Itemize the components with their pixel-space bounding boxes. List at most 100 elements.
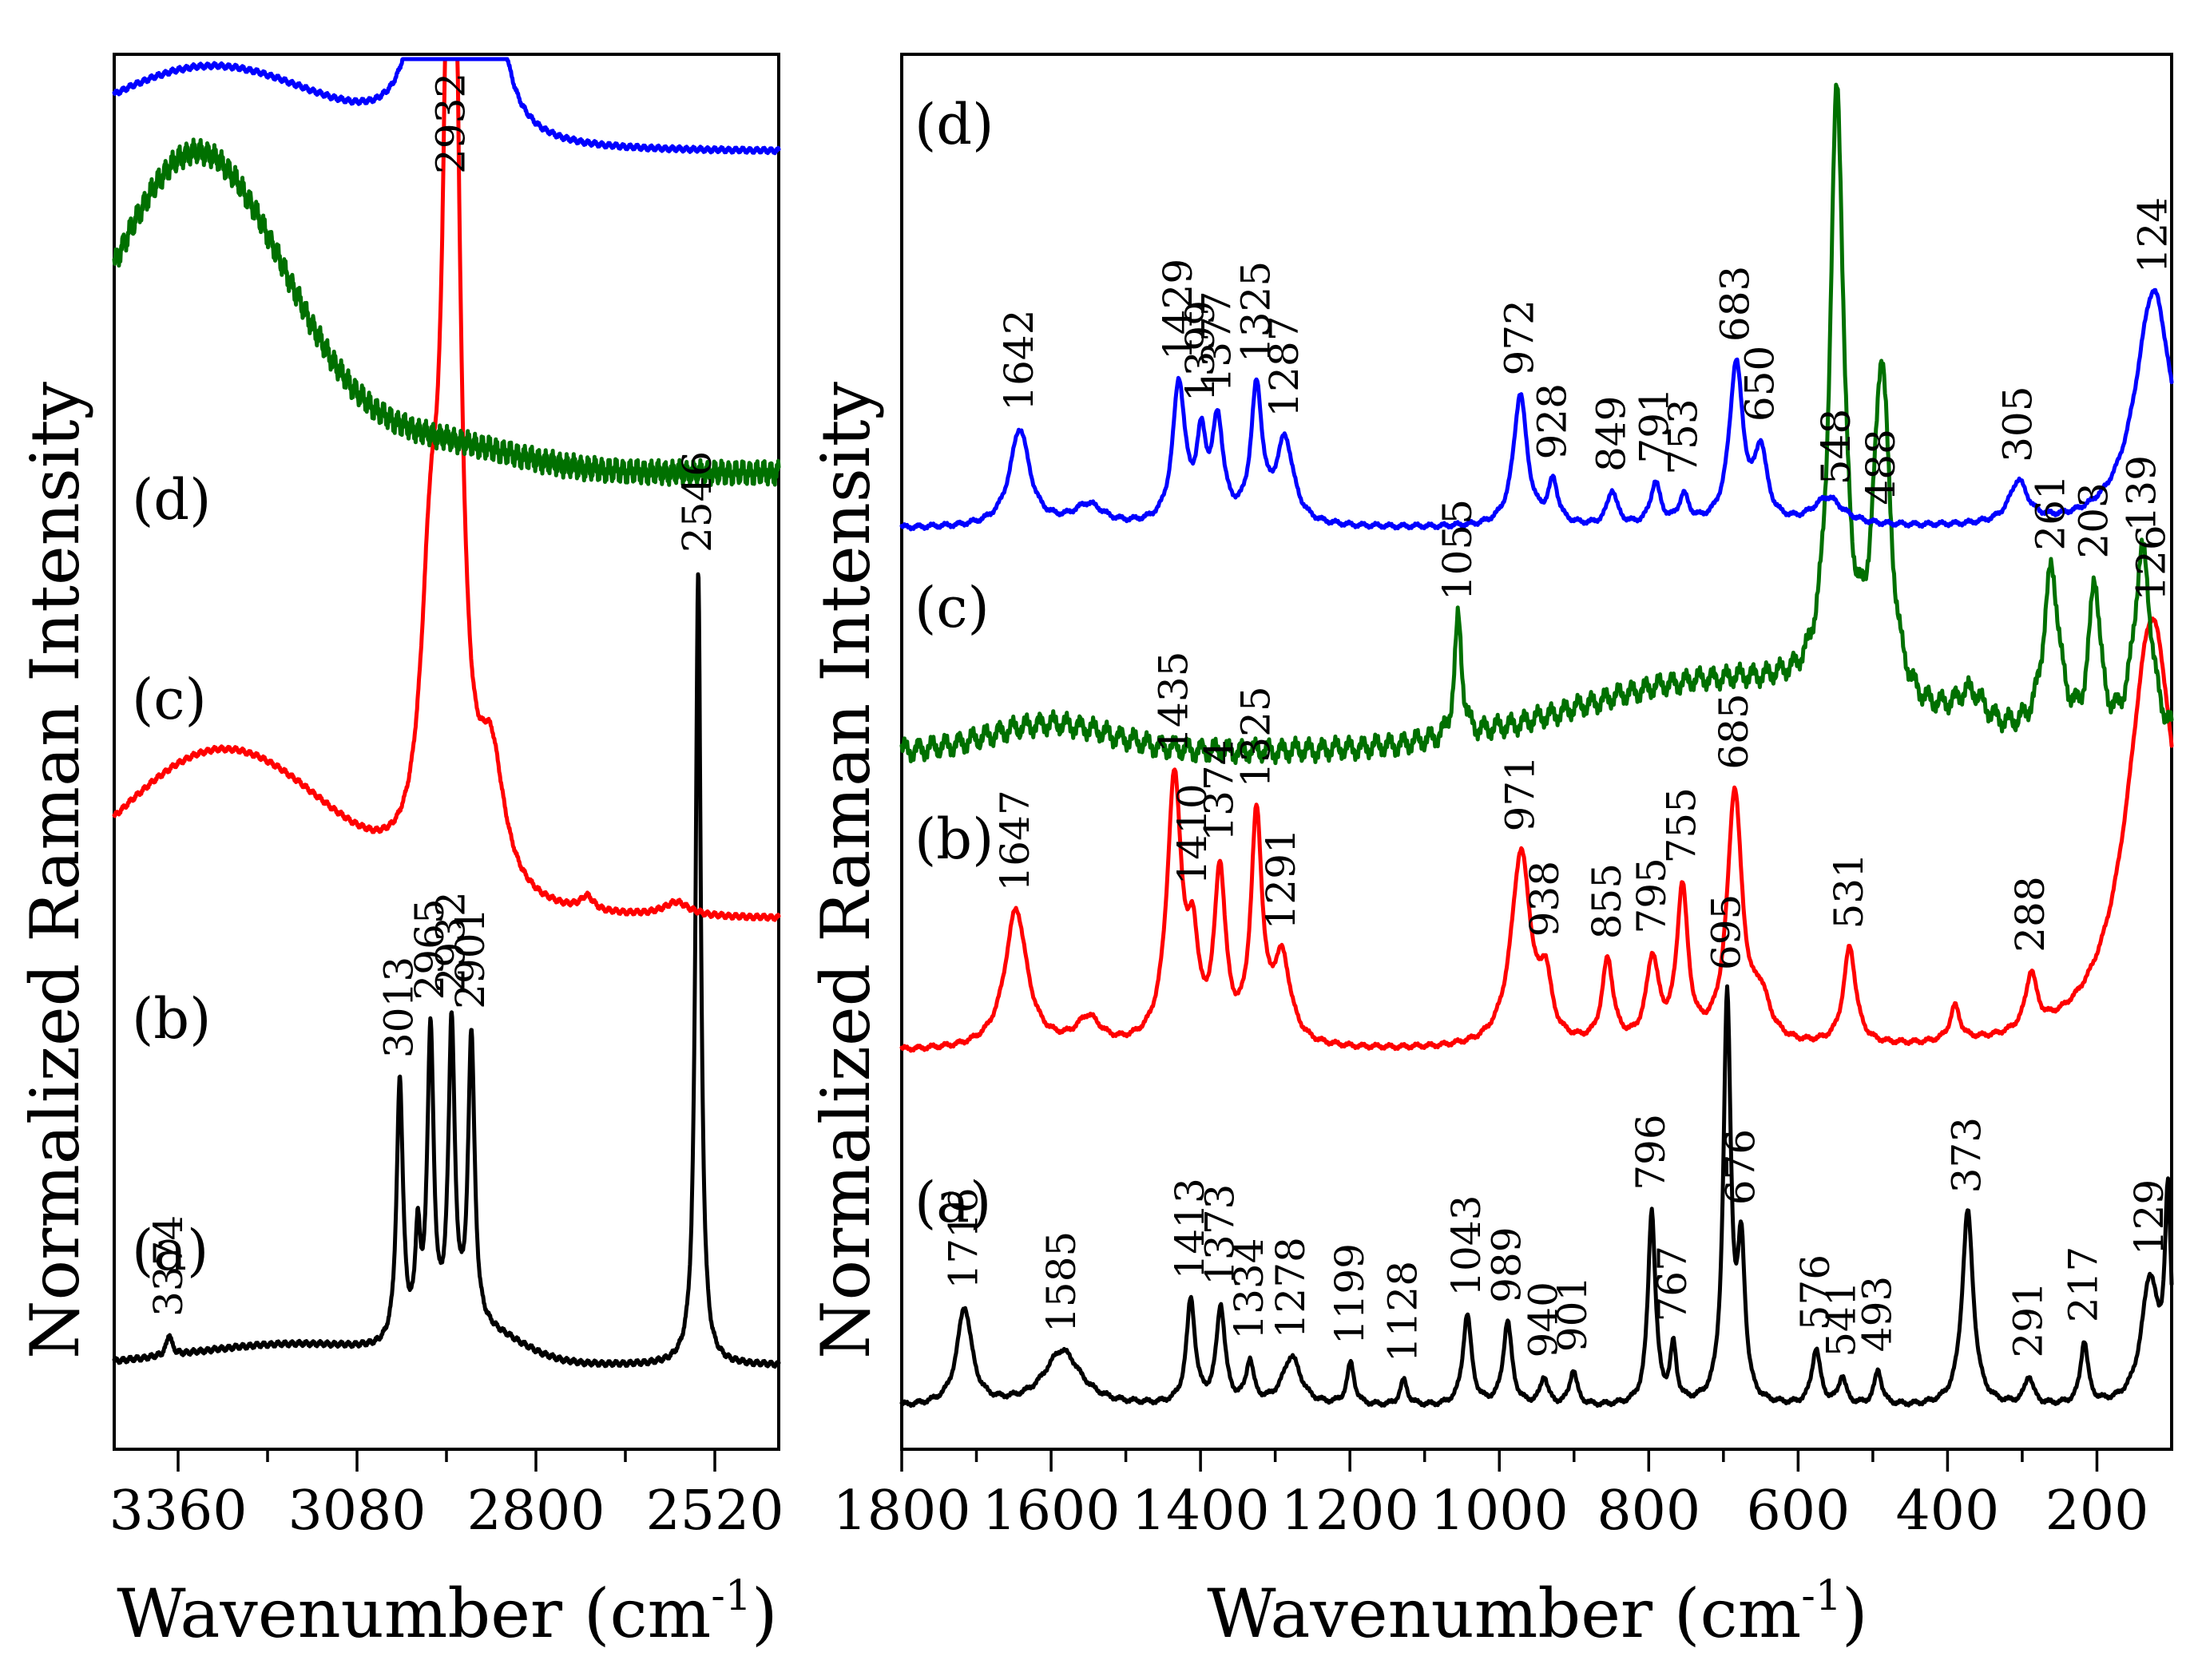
left-peak-label-a: 3013: [376, 957, 423, 1058]
right-y-axis-title: Normalized Raman Intensity: [807, 381, 885, 1358]
right-peak-label-a: 1334: [1226, 1238, 1272, 1339]
right-peak-label-d: 1287: [1261, 315, 1307, 417]
left-series-label-d: (d): [132, 467, 211, 533]
right-peak-label-d: 972: [1496, 299, 1542, 375]
left-traces: [112, 57, 781, 1369]
right-peak-label-b: 126: [2129, 525, 2175, 600]
left-x-ticks: 3360 3080 2800 2520: [109, 1449, 784, 1543]
left-x-tick-label: 2520: [645, 1480, 784, 1543]
right-peak-label-a: 676: [1717, 1129, 1764, 1205]
right-peak-label-a: 217: [2061, 1246, 2107, 1322]
right-peak-label-b: 685: [1711, 693, 1757, 769]
left-x-tick-label: 3360: [109, 1480, 247, 1543]
right-peak-label-d: 791: [1632, 387, 1678, 463]
left-peak-label-a: 2901: [447, 908, 494, 1009]
right-peak-label-d: 1429: [1155, 259, 1201, 360]
right-x-tick-label: 400: [1896, 1480, 2000, 1543]
right-peak-label-d: 1377: [1194, 291, 1240, 392]
right-peak-label-b: 1325: [1232, 686, 1279, 787]
left-peak-label-d: 2932: [427, 73, 474, 174]
right-peak-label-a: 373: [1944, 1117, 1990, 1193]
right-x-tick-label: 1600: [982, 1480, 1121, 1543]
right-x-tick-label: 600: [1746, 1480, 1850, 1543]
right-peak-label-d: 753: [1660, 398, 1706, 474]
right-x-ticks: 1800 1600 1400 1200 1000 800 600 400 200: [832, 1449, 2148, 1543]
right-peak-label-b: 531: [1826, 853, 1872, 929]
right-trace-d: [899, 287, 2174, 532]
left-series-label-b: (b): [132, 986, 211, 1052]
right-peak-label-b: 938: [1522, 861, 1568, 937]
right-peak-label-a: 1413: [1167, 1178, 1213, 1279]
right-peak-label-a: 541: [1819, 1281, 1865, 1357]
right-trace-b: [899, 616, 2174, 1053]
right-peak-label-d: 1325: [1232, 261, 1279, 363]
left-panel: 3360 3080 2800 2520 33743013296529322901254…: [16, 53, 784, 1653]
left-peak-label-a: 2932: [427, 891, 474, 993]
right-peak-label-a: 767: [1649, 1246, 1696, 1321]
left-x-axis-title: Wavenumber (cm-1): [117, 1572, 777, 1653]
right-peak-label-d: 124: [2130, 197, 2176, 273]
right-peak-label-b: 1647: [992, 790, 1038, 891]
right-peak-label-d: 650: [1737, 346, 1783, 422]
right-peak-label-a: 493: [1854, 1276, 1900, 1352]
right-peak-label-a: 129: [2126, 1179, 2172, 1255]
left-x-axis-title-main: Wavenumber (cm: [117, 1575, 711, 1653]
right-peak-label-b: 1291: [1258, 828, 1304, 929]
right-peak-label-c: 139: [2119, 455, 2165, 531]
right-peak-label-b: 1374: [1196, 739, 1242, 841]
right-trace-c: [899, 82, 2174, 766]
right-series-label-d: (d): [914, 92, 994, 157]
right-peak-label-d: 683: [1712, 266, 1759, 342]
right-peak-label-b: 971: [1497, 755, 1543, 831]
right-x-tick-label: 1000: [1430, 1480, 1569, 1543]
right-peak-label-a: 901: [1549, 1276, 1596, 1352]
right-peak-label-d: 548: [1813, 409, 1859, 485]
left-x-tick-label: 2800: [466, 1480, 605, 1543]
left-trace-d: [112, 57, 781, 156]
right-peak-label-a: 291: [2005, 1282, 2051, 1357]
right-traces: [899, 82, 2174, 1409]
right-x-axis-title-sup: -1: [1801, 1572, 1842, 1620]
right-peak-label-c: 1055: [1434, 499, 1481, 600]
left-x-axis-title-close: ): [752, 1575, 778, 1653]
right-x-axis-title: Wavenumber (cm-1): [1207, 1572, 1867, 1653]
left-trace-c: [112, 137, 781, 488]
right-peak-label-a: 989: [1484, 1226, 1530, 1302]
right-x-tick-label: 200: [2045, 1480, 2149, 1543]
right-x-axis-title-main: Wavenumber (cm: [1207, 1575, 1801, 1653]
right-peak-label-d: 1399: [1177, 300, 1224, 402]
right-x-tick-label: 1200: [1281, 1480, 1419, 1543]
right-peak-label-a: 1716: [941, 1187, 987, 1289]
right-peak-label-b: 755: [1658, 787, 1704, 863]
left-peak-label-a: 2546: [674, 451, 720, 553]
right-series-label-c: (c): [914, 575, 990, 640]
right-series-label-a: (a): [914, 1170, 991, 1235]
right-peak-label-d: 305: [1994, 386, 2041, 462]
right-series-label-b: (b): [914, 806, 994, 872]
right-peak-label-a: 1373: [1196, 1184, 1243, 1286]
right-peak-label-a: 576: [1792, 1254, 1839, 1330]
right-x-tick-label: 800: [1597, 1480, 1700, 1543]
right-peak-label-a: 1278: [1268, 1237, 1314, 1338]
right-peak-label-d: 488: [1858, 429, 1904, 505]
right-peak-label-a: 1199: [1327, 1243, 1373, 1345]
right-peak-label-a: 796: [1628, 1114, 1674, 1190]
right-panel: 1800 1600 1400 1200 1000 800 600 400 200 1716 158…: [807, 53, 2176, 1653]
right-x-axis-title-close: ): [1842, 1575, 1868, 1653]
right-x-tick-label: 1400: [1132, 1480, 1270, 1543]
left-series-label-c: (c): [132, 667, 207, 732]
right-peak-label-b: 1410: [1169, 783, 1216, 885]
right-trace-a: [899, 984, 2174, 1409]
right-peak-label-c: 203: [2071, 482, 2117, 558]
right-peak-label-d: 849: [1589, 396, 1635, 472]
right-peak-label-b: 1435: [1150, 652, 1196, 753]
right-peak-label-a: 1585: [1038, 1231, 1085, 1333]
right-peak-label-b: 855: [1584, 863, 1630, 939]
left-peak-label-a: 2965: [407, 898, 453, 1000]
right-peak-label-d: 1642: [996, 309, 1042, 410]
right-peak-label-c: 261: [2027, 474, 2073, 550]
right-peak-label-a: 1043: [1443, 1195, 1490, 1297]
right-peak-label-b: 795: [1629, 858, 1675, 933]
